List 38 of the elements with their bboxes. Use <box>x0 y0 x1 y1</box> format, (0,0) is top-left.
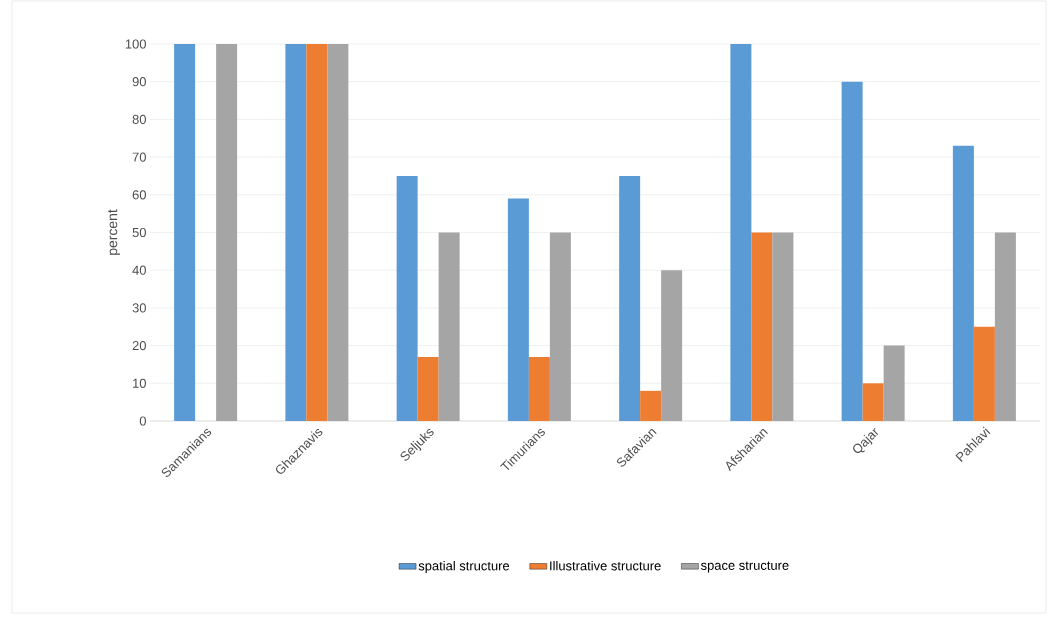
bar <box>640 390 662 421</box>
bar <box>619 175 641 421</box>
bar <box>952 145 974 421</box>
bar <box>507 198 529 421</box>
bar <box>417 356 439 421</box>
y-tick-label: 40 <box>132 265 146 275</box>
y-tick-label: 60 <box>132 190 146 200</box>
y-tick-label: 100 <box>125 39 146 49</box>
y-tick-label: 20 <box>132 341 146 351</box>
bar <box>730 44 752 421</box>
bar <box>549 232 571 421</box>
legend-label: spatial structure <box>418 560 510 573</box>
bar <box>994 232 1016 421</box>
y-tick-label: 70 <box>132 152 146 162</box>
bar <box>661 270 683 421</box>
y-tick-label: 90 <box>132 77 146 87</box>
bar <box>841 81 863 421</box>
y-tick-label: 30 <box>132 303 146 313</box>
y-tick-label: 10 <box>133 378 146 388</box>
legend-label: Illustrative structure <box>550 560 661 571</box>
y-tick-label: 0 <box>139 416 146 426</box>
bar <box>306 44 328 421</box>
y-axis-title: percent <box>108 209 121 255</box>
bar <box>772 232 794 421</box>
bar <box>285 44 307 421</box>
bar <box>751 232 773 421</box>
bar <box>862 383 884 421</box>
bar <box>973 326 995 421</box>
y-tick-label: 50 <box>132 227 146 238</box>
bar <box>438 232 460 421</box>
bar <box>883 345 905 421</box>
y-tick-label: 80 <box>132 114 146 124</box>
bar <box>528 356 550 421</box>
bar <box>216 44 238 421</box>
bar <box>174 44 196 421</box>
bar <box>327 44 349 421</box>
legend-label: space structure <box>700 561 789 573</box>
bar <box>396 175 418 421</box>
